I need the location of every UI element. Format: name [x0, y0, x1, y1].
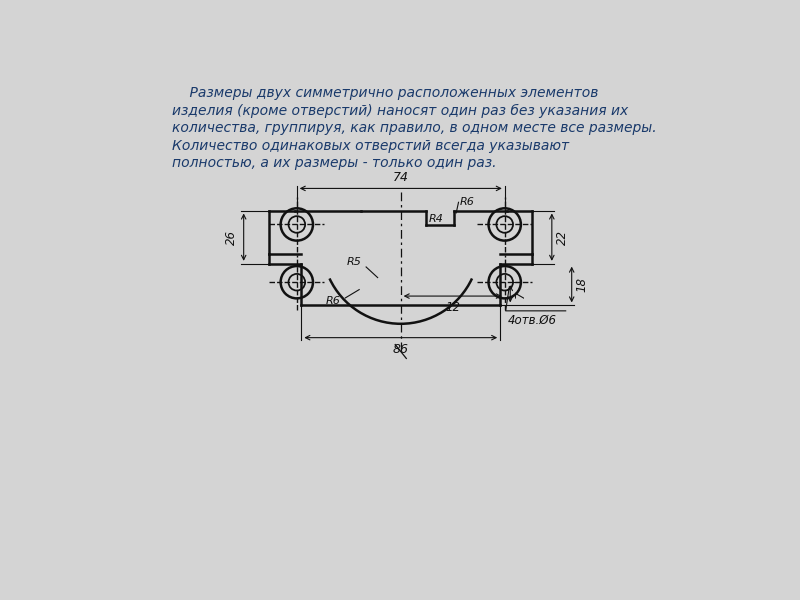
Text: 18: 18 [575, 277, 588, 292]
Text: R5: R5 [347, 257, 362, 267]
Text: полностью, а их размеры - только один раз.: полностью, а их размеры - только один ра… [172, 156, 497, 170]
Text: R6: R6 [326, 296, 340, 306]
Text: R6: R6 [459, 197, 474, 207]
Text: R4: R4 [429, 214, 443, 224]
Text: количества, группируя, как правило, в одном месте все размеры.: количества, группируя, как правило, в од… [172, 121, 657, 135]
Text: Размеры двух симметрично расположенных элементов: Размеры двух симметрично расположенных э… [172, 86, 598, 100]
Text: 4отв.Ø6: 4отв.Ø6 [508, 314, 557, 326]
Text: Количество одинаковых отверстий всегда указывают: Количество одинаковых отверстий всегда у… [172, 139, 569, 152]
Text: 12: 12 [446, 301, 460, 314]
Text: 7: 7 [514, 290, 527, 298]
Text: 22: 22 [555, 230, 569, 245]
Text: изделия (кроме отверстий) наносят один раз без указания их: изделия (кроме отверстий) наносят один р… [172, 103, 628, 118]
Text: 74: 74 [393, 171, 409, 184]
Text: 26: 26 [225, 230, 238, 245]
Text: 86: 86 [393, 343, 409, 356]
